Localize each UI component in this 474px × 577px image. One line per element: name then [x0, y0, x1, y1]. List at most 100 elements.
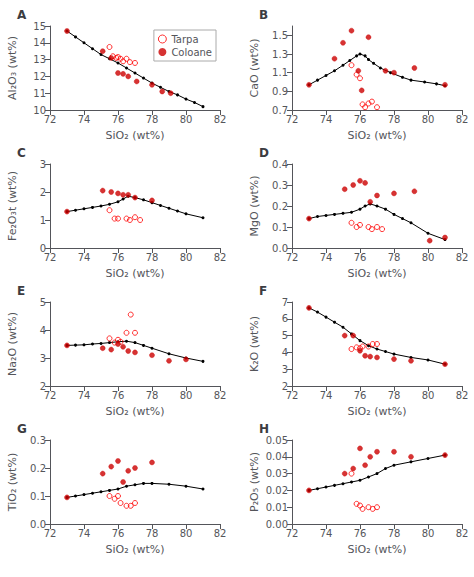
svg-text:76: 76 — [112, 114, 125, 125]
svg-text:CaO (wt%): CaO (wt%) — [248, 39, 261, 98]
svg-text:80: 80 — [422, 252, 435, 263]
svg-text:11: 11 — [33, 88, 46, 99]
svg-text:72: 72 — [44, 390, 57, 401]
svg-text:0.02: 0.02 — [266, 485, 288, 496]
svg-text:SiO₂ (wt%): SiO₂ (wt%) — [348, 267, 407, 280]
svg-text:7: 7 — [282, 297, 288, 308]
svg-text:82: 82 — [456, 114, 469, 125]
svg-text:G: G — [17, 422, 27, 436]
svg-text:0.05: 0.05 — [266, 435, 288, 446]
svg-text:76: 76 — [354, 114, 367, 125]
svg-text:1: 1 — [40, 215, 46, 226]
svg-text:12: 12 — [33, 71, 46, 82]
svg-text:76: 76 — [112, 390, 125, 401]
svg-text:0.3: 0.3 — [272, 180, 288, 191]
svg-text:72: 72 — [286, 390, 299, 401]
svg-text:78: 78 — [388, 252, 401, 263]
svg-text:3: 3 — [40, 159, 46, 170]
svg-text:13: 13 — [33, 54, 46, 65]
svg-text:6: 6 — [282, 313, 288, 324]
svg-text:72: 72 — [286, 252, 299, 263]
svg-text:0.1: 0.1 — [272, 222, 288, 233]
svg-text:74: 74 — [78, 390, 91, 401]
svg-text:0.2: 0.2 — [272, 201, 288, 212]
svg-text:0.2: 0.2 — [30, 463, 46, 474]
svg-text:78: 78 — [146, 114, 159, 125]
svg-text:SiO₂ (wt%): SiO₂ (wt%) — [348, 405, 407, 418]
svg-text:72: 72 — [286, 114, 299, 125]
svg-text:74: 74 — [320, 528, 333, 539]
svg-text:72: 72 — [44, 528, 57, 539]
svg-text:80: 80 — [422, 114, 435, 125]
svg-text:78: 78 — [388, 114, 401, 125]
svg-text:72: 72 — [44, 252, 57, 263]
svg-text:SiO₂ (wt%): SiO₂ (wt%) — [348, 543, 407, 556]
svg-text:0.04: 0.04 — [266, 451, 288, 462]
svg-text:78: 78 — [388, 390, 401, 401]
svg-text:82: 82 — [456, 390, 469, 401]
svg-text:80: 80 — [422, 528, 435, 539]
svg-text:74: 74 — [320, 114, 333, 125]
svg-text:78: 78 — [146, 528, 159, 539]
svg-text:0.01: 0.01 — [266, 502, 288, 513]
svg-text:76: 76 — [354, 528, 367, 539]
svg-text:P₂O₅ (wt%): P₂O₅ (wt%) — [248, 452, 261, 512]
svg-text:4: 4 — [40, 325, 46, 336]
svg-text:72: 72 — [286, 528, 299, 539]
svg-text:76: 76 — [112, 528, 125, 539]
svg-text:Fe₂O₃t (wt%): Fe₂O₃t (wt%) — [6, 171, 19, 241]
svg-text:80: 80 — [180, 528, 193, 539]
svg-text:Na₂O (wt%): Na₂O (wt%) — [6, 312, 19, 376]
svg-text:A: A — [17, 8, 27, 22]
svg-text:H: H — [259, 422, 269, 436]
svg-text:5: 5 — [282, 330, 288, 341]
svg-text:Al₂O₃ (wt%): Al₂O₃ (wt%) — [6, 36, 19, 100]
svg-text:80: 80 — [422, 390, 435, 401]
svg-text:MgO (wt%): MgO (wt%) — [248, 176, 261, 237]
svg-text:80: 80 — [180, 390, 193, 401]
svg-text:80: 80 — [180, 252, 193, 263]
svg-text:76: 76 — [354, 252, 367, 263]
svg-text:82: 82 — [214, 114, 227, 125]
svg-text:D: D — [259, 146, 269, 160]
svg-text:SiO₂ (wt%): SiO₂ (wt%) — [106, 267, 165, 280]
svg-text:82: 82 — [214, 528, 227, 539]
svg-text:74: 74 — [78, 528, 91, 539]
svg-text:5: 5 — [40, 297, 46, 308]
svg-text:0.3: 0.3 — [30, 435, 46, 446]
svg-text:74: 74 — [320, 252, 333, 263]
svg-text:74: 74 — [78, 114, 91, 125]
svg-text:SiO₂ (wt%): SiO₂ (wt%) — [348, 129, 407, 142]
svg-text:76: 76 — [112, 252, 125, 263]
svg-text:B: B — [259, 8, 268, 22]
svg-text:4: 4 — [282, 347, 288, 358]
svg-text:0.9: 0.9 — [272, 86, 288, 97]
svg-text:82: 82 — [214, 390, 227, 401]
svg-text:76: 76 — [354, 390, 367, 401]
svg-text:1.5: 1.5 — [272, 30, 288, 41]
svg-text:78: 78 — [146, 390, 159, 401]
svg-text:Tarpa: Tarpa — [170, 34, 198, 45]
svg-text:Coloane: Coloane — [171, 47, 212, 58]
svg-text:3: 3 — [282, 364, 288, 375]
svg-text:74: 74 — [78, 252, 91, 263]
svg-text:0.4: 0.4 — [272, 159, 288, 170]
svg-text:82: 82 — [456, 528, 469, 539]
svg-text:82: 82 — [214, 252, 227, 263]
svg-text:1.3: 1.3 — [272, 49, 288, 60]
svg-text:SiO₂ (wt%): SiO₂ (wt%) — [106, 129, 165, 142]
svg-text:2: 2 — [40, 187, 46, 198]
svg-text:F: F — [259, 284, 267, 298]
svg-text:82: 82 — [456, 252, 469, 263]
svg-text:3: 3 — [40, 353, 46, 364]
svg-text:0.1: 0.1 — [30, 491, 46, 502]
svg-text:K₂O (wt%): K₂O (wt%) — [248, 316, 261, 372]
svg-text:74: 74 — [320, 390, 333, 401]
svg-text:SiO₂ (wt%): SiO₂ (wt%) — [106, 405, 165, 418]
svg-text:SiO₂ (wt%): SiO₂ (wt%) — [106, 543, 165, 556]
svg-text:E: E — [17, 284, 25, 298]
svg-text:78: 78 — [388, 528, 401, 539]
svg-text:C: C — [17, 146, 26, 160]
svg-text:15: 15 — [33, 21, 46, 32]
svg-text:78: 78 — [146, 252, 159, 263]
